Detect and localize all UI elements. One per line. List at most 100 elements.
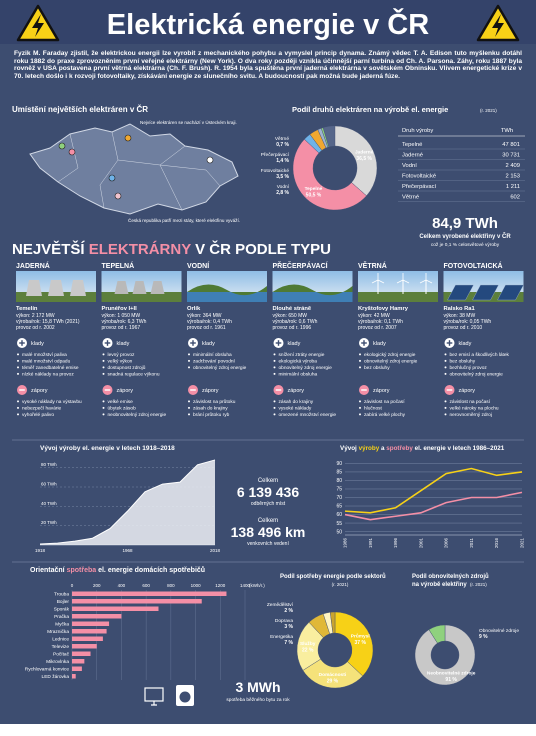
section-heading-part: NEJVĚTŠÍ: [12, 240, 89, 258]
plant-name: Kryštofovy Hamry: [358, 306, 409, 312]
x-tick-label: 1200: [215, 583, 226, 588]
bullet: [444, 372, 447, 375]
chart-subtitle: (r. 2021): [480, 108, 497, 113]
slice-value: 50,5 %: [306, 193, 322, 199]
donut-slice: [334, 611, 374, 677]
bar: [72, 666, 82, 671]
x-tick-label: 200: [93, 583, 101, 588]
plant-type: JADERNÁ: [16, 261, 50, 270]
table-cell: Tepelné: [402, 142, 422, 148]
turbine-blades: [419, 273, 433, 284]
bullet: [17, 400, 19, 403]
bullet: [359, 359, 361, 362]
y-tick-label: 80 TWh: [41, 462, 57, 467]
bullet: [102, 359, 105, 362]
y-tick-label: Mraznička: [47, 629, 69, 635]
stat-prefix: Celkem: [258, 478, 278, 484]
pro-item: malé množství paliva: [22, 352, 67, 358]
y-tick-label: Rychlovarná konvice: [25, 666, 70, 672]
slice-value: 7 %: [284, 640, 293, 646]
map-note: Česká republika patří mezi státy, které …: [128, 217, 240, 223]
pro-item: ekologický zdroj energie: [364, 352, 416, 358]
plant-detail: provoz od r. 1967: [102, 325, 141, 331]
map-outline: [29, 123, 239, 215]
slice-name: Tepelné: [305, 186, 323, 192]
bullet: [188, 366, 190, 369]
pros-label: klady: [202, 341, 215, 347]
pro-item: snížení ztráty energie: [279, 352, 325, 358]
table-cell: Jaderné: [402, 153, 423, 159]
y-tick-label: 80: [336, 478, 342, 484]
chart-title-part: el. energie v letech 1986–2021: [413, 445, 505, 452]
pros-label: klady: [117, 341, 130, 347]
chart-title: na výrobě elektřiny: [412, 582, 467, 588]
cooling-tower: [114, 281, 129, 294]
bar: [72, 606, 159, 611]
flat-value: 3 MWh: [235, 679, 280, 695]
plant-location: [58, 142, 66, 150]
bullet: [17, 406, 19, 409]
turbine-blades: [396, 273, 410, 284]
pro-item: obnovitelný zdroj energie: [193, 365, 247, 371]
plant-detail: výroba/rok: 15,8 TWh (2021): [16, 319, 80, 325]
slice-name: Vodní: [277, 184, 290, 190]
con-item: zásah do krajiny: [279, 399, 314, 405]
slice-value: 0,7 %: [276, 142, 289, 148]
plant-name: Ralsko Ra1: [444, 306, 476, 312]
bullet: [359, 406, 361, 409]
pro-item: dostupnost zdrojů: [108, 364, 146, 371]
solar-panel: [447, 284, 474, 301]
flat-label: spotřeba běžného bytu za rok: [226, 697, 290, 703]
plant-type: PŘEČERPÁVACÍ: [273, 261, 329, 270]
bullet: [188, 400, 190, 403]
slice-name: Neobnovitelné zdroje: [427, 671, 476, 677]
pro-item: snadná regulace výkonu: [108, 372, 160, 378]
bar: [72, 591, 227, 596]
slice-name: Energetika: [270, 634, 293, 640]
plant-detail: výkon: 650 MW: [273, 313, 308, 319]
y-tick-label: 70: [336, 495, 342, 501]
plant-detail: výkon: 364 MW: [187, 313, 222, 319]
bullet: [444, 359, 447, 362]
cons-label: zápory: [459, 388, 476, 394]
washer-door: [179, 691, 191, 703]
total-value: 84,9 TWh: [432, 215, 498, 232]
pro-item: obnovitelný zdroj energie: [450, 372, 504, 378]
x-tick-label: 1968: [122, 548, 133, 553]
con-item: závislost na počasí: [450, 399, 491, 405]
chart-subtitle: (r. 2021): [332, 582, 349, 587]
bullet: [188, 359, 190, 362]
slice-value: 91 %: [445, 677, 457, 683]
con-item: závislost na průtoku: [193, 398, 236, 405]
region-border: [57, 133, 79, 183]
bar: [72, 636, 103, 641]
slice-name: Služby: [300, 641, 316, 647]
slice-name: Fotovoltaické: [261, 168, 290, 174]
bullet: [273, 400, 276, 403]
section-title: Umístění největších elektráren v ČR: [12, 105, 148, 114]
computer-stand: [151, 701, 157, 706]
plant-location: [114, 192, 122, 200]
slice-value: 37 %: [355, 640, 367, 646]
plant-location: [108, 174, 116, 182]
table-cell: 1 211: [506, 184, 520, 190]
x-tick-label: 400: [118, 583, 126, 588]
x-tick-label: 1400: [240, 583, 251, 588]
x-tick-label: 1918: [35, 548, 46, 553]
bullet: [17, 413, 19, 416]
section-heading: NEJVĚTŠÍ ELEKTRÁRNY V ČR PODLE TYPU: [12, 240, 331, 258]
plant-name: Temelín: [16, 306, 38, 312]
slice-name: Doprava: [275, 618, 293, 624]
pro-item: zadržování povodní: [193, 359, 236, 365]
slice-name: Obnovitelné zdroje: [479, 628, 519, 634]
pros-label: klady: [288, 341, 301, 347]
plant-photo-ground: [187, 292, 267, 302]
pro-item: bez obsluhy: [450, 359, 476, 365]
con-item: vyhořelé palivo: [22, 412, 54, 418]
table-cell: 2 409: [505, 163, 520, 169]
plant-type: VODNÍ: [187, 261, 210, 270]
cons-label: zápory: [288, 388, 305, 394]
x-tick-label: 2021: [520, 538, 525, 549]
bullet: [359, 400, 361, 403]
